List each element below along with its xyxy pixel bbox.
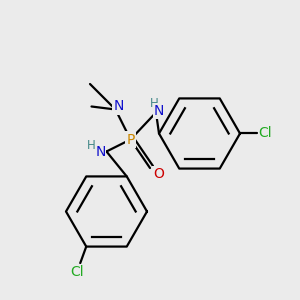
Text: Cl: Cl <box>70 265 84 279</box>
Text: N: N <box>154 104 164 118</box>
Text: P: P <box>126 133 135 146</box>
Text: H: H <box>87 139 96 152</box>
Text: N: N <box>113 100 124 113</box>
Text: O: O <box>154 167 164 181</box>
Text: H: H <box>150 97 159 110</box>
Text: Cl: Cl <box>259 127 272 140</box>
Text: N: N <box>95 145 106 158</box>
